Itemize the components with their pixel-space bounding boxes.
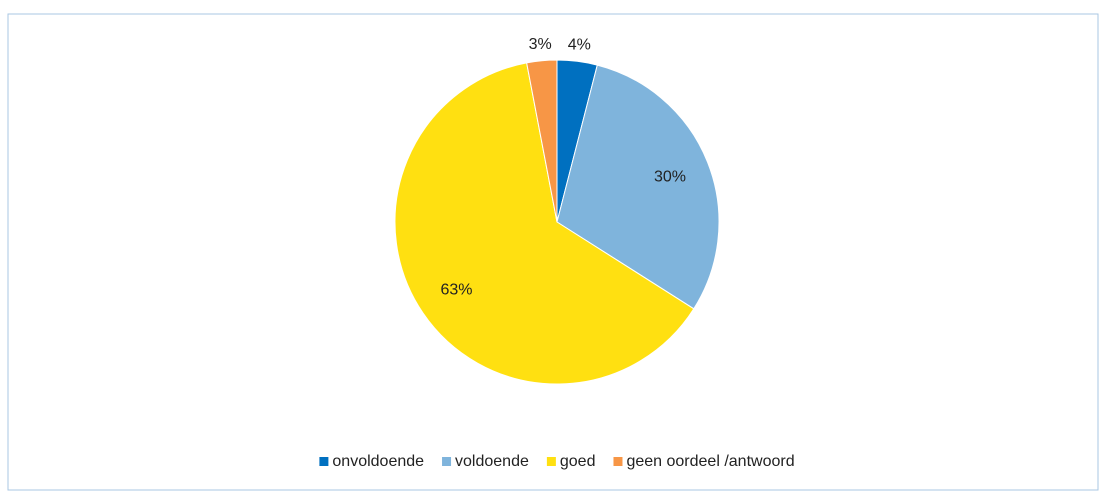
legend-label: goed <box>560 453 596 470</box>
data-labels: 4% 30% 63% 3% <box>440 36 685 299</box>
legend-label: geen oordeel /antwoord <box>626 453 794 470</box>
data-label: 63% <box>440 282 472 299</box>
legend-label: onvoldoende <box>332 453 424 470</box>
pie <box>394 59 720 385</box>
legend-swatch <box>613 457 623 466</box>
legend-swatch <box>546 457 556 466</box>
data-label: 4% <box>568 36 591 53</box>
legend-swatch <box>442 457 452 466</box>
legend: onvoldoende voldoende goed geen oordeel /an… <box>319 453 795 470</box>
legend-swatch <box>319 457 329 466</box>
pie-slice <box>394 62 695 385</box>
data-label: 3% <box>529 36 552 53</box>
pie-slice <box>556 64 720 310</box>
legend-label: voldoende <box>455 453 529 470</box>
pie-slice <box>526 59 558 223</box>
data-label: 30% <box>654 168 686 185</box>
